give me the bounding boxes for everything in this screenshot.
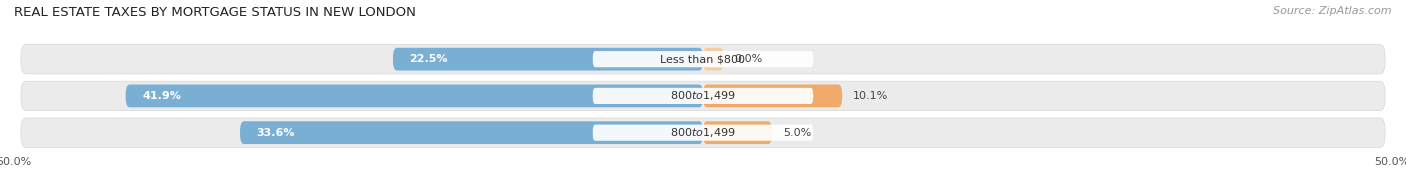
Text: 22.5%: 22.5% [409, 54, 449, 64]
Text: 33.6%: 33.6% [256, 128, 295, 138]
Text: 5.0%: 5.0% [783, 128, 811, 138]
Text: $800 to $1,499: $800 to $1,499 [671, 89, 735, 103]
FancyBboxPatch shape [593, 88, 813, 104]
Text: REAL ESTATE TAXES BY MORTGAGE STATUS IN NEW LONDON: REAL ESTATE TAXES BY MORTGAGE STATUS IN … [14, 6, 416, 19]
Text: 10.1%: 10.1% [853, 91, 889, 101]
FancyBboxPatch shape [125, 84, 703, 107]
Text: $800 to $1,499: $800 to $1,499 [671, 126, 735, 139]
FancyBboxPatch shape [21, 44, 1385, 74]
Text: Less than $800: Less than $800 [661, 54, 745, 64]
Text: 41.9%: 41.9% [142, 91, 181, 101]
Text: 0.0%: 0.0% [735, 54, 763, 64]
FancyBboxPatch shape [703, 84, 842, 107]
Text: Source: ZipAtlas.com: Source: ZipAtlas.com [1274, 6, 1392, 16]
FancyBboxPatch shape [593, 51, 813, 67]
FancyBboxPatch shape [392, 48, 703, 71]
FancyBboxPatch shape [703, 121, 772, 144]
FancyBboxPatch shape [703, 48, 724, 71]
FancyBboxPatch shape [240, 121, 703, 144]
FancyBboxPatch shape [21, 118, 1385, 147]
FancyBboxPatch shape [21, 81, 1385, 111]
FancyBboxPatch shape [593, 125, 813, 141]
